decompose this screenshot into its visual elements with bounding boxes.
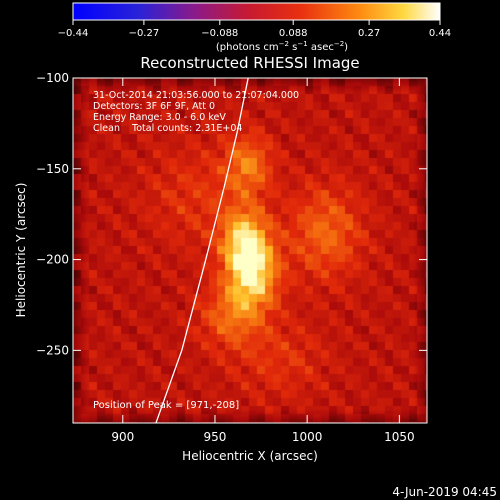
annotation-detectors: Detectors: 3F 6F 9F, Att 0 bbox=[93, 101, 215, 112]
annotation-clean: Clean Total counts: 2.31E+04 bbox=[93, 123, 242, 134]
colorbar-tick-label: −0.44 bbox=[58, 28, 89, 39]
x-axis-ticks: 900 950 1000 1050 bbox=[111, 78, 415, 444]
x-tick-label: 950 bbox=[204, 430, 227, 444]
x-tick-label: 1000 bbox=[292, 430, 323, 444]
y-tick-label: −150 bbox=[36, 162, 69, 176]
annotation-time: 31-Oct-2014 21:03:56.000 to 21:07:04.000 bbox=[93, 90, 299, 101]
solar-limb-line bbox=[155, 78, 249, 423]
y-tick-label: −250 bbox=[36, 343, 69, 357]
y-tick-label: −200 bbox=[36, 253, 69, 267]
y-tick-label: −100 bbox=[36, 71, 69, 85]
heatmap-container bbox=[73, 78, 427, 423]
colorbar-tick-label: 0.088 bbox=[279, 28, 308, 39]
colorbar bbox=[72, 2, 441, 21]
annotation-peak: Position of Peak = [971,-208] bbox=[93, 400, 239, 411]
colorbar-tick-label: 0.27 bbox=[358, 28, 380, 39]
colorbar-tick-label: −0.27 bbox=[129, 28, 160, 39]
colorbar-units: (photons cm−2 s−1 asec−2) bbox=[216, 40, 348, 53]
x-tick-label: 900 bbox=[111, 430, 134, 444]
y-axis-ticks: −100 −150 −200 −250 bbox=[36, 71, 427, 357]
heatmap-image bbox=[73, 78, 427, 423]
y-axis-label: Heliocentric Y (arcsec) bbox=[14, 183, 28, 318]
annotation-energy: Energy Range: 3.0 - 6.0 keV bbox=[93, 112, 226, 123]
chart-title: Reconstructed RHESSI Image bbox=[140, 54, 359, 72]
footer-date: 4-Jun-2019 04:45 bbox=[392, 485, 497, 499]
x-axis-label: Heliocentric X (arcsec) bbox=[182, 449, 318, 463]
x-tick-label: 1050 bbox=[384, 430, 415, 444]
plot-frame bbox=[72, 77, 428, 424]
colorbar-ticks: −0.44 −0.27 −0.088 0.088 0.27 0.44 bbox=[58, 20, 451, 39]
colorbar-tick-label: −0.088 bbox=[201, 28, 238, 39]
colorbar-tick-label: 0.44 bbox=[429, 28, 451, 39]
